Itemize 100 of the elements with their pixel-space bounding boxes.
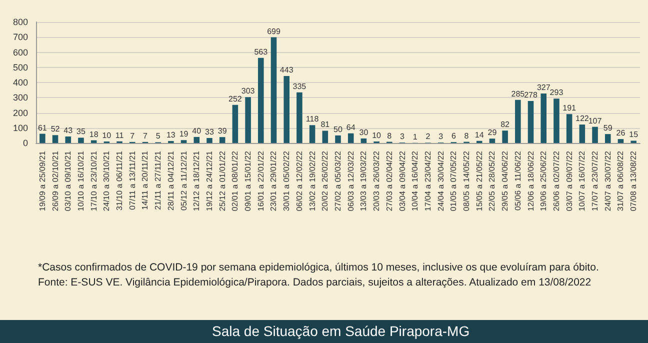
bar bbox=[194, 136, 200, 143]
bar bbox=[296, 92, 302, 143]
data-label: 5 bbox=[156, 132, 161, 141]
bar bbox=[335, 135, 341, 143]
data-label: 15 bbox=[629, 130, 639, 140]
text: *Casos confirmados de COVID-19 por semana epidemiológica, últimos 10 meses, inclusive os que evoluíram para óbito. bbox=[38, 262, 599, 274]
y-tick-label: 600 bbox=[12, 47, 28, 58]
bar bbox=[554, 98, 560, 143]
bar bbox=[180, 140, 187, 143]
bar bbox=[219, 137, 226, 143]
data-label: 82 bbox=[500, 120, 510, 130]
bar bbox=[206, 138, 212, 143]
data-label: 43 bbox=[64, 126, 74, 135]
bar bbox=[592, 126, 598, 143]
bar bbox=[40, 134, 46, 143]
x-tick-label: 26/06 a 02/07/22 bbox=[552, 150, 561, 212]
data-label: 3 bbox=[438, 132, 444, 142]
data-label: 14 bbox=[474, 130, 484, 140]
x-tick-label: 27/02 a 05/03/22 bbox=[334, 150, 342, 212]
x-tick-label: 12/12 a 18/12/21 bbox=[192, 150, 202, 212]
x-tick-label: 13/02 a 19/02/22 bbox=[308, 150, 317, 212]
data-label: 563 bbox=[254, 47, 268, 56]
bar bbox=[502, 130, 508, 143]
data-label: 122 bbox=[575, 114, 590, 124]
data-label: 293 bbox=[550, 88, 564, 98]
y-tick-label: 500 bbox=[12, 62, 28, 72]
banner: Sala de Situação em Saúde Pirapora-MG bbox=[0, 320, 648, 343]
x-tick-label: 31/10 a 06/11/21 bbox=[115, 150, 124, 210]
data-label: 285 bbox=[511, 89, 526, 98]
x-tick-label: 26/09 a 02/10/21 bbox=[50, 150, 60, 212]
bar bbox=[52, 135, 58, 143]
x-tick-label: 30/01 a 05/02/22 bbox=[282, 150, 292, 212]
x-tick-label: 16/01 a 22/01/22 bbox=[256, 150, 266, 212]
y-tick-label: 0 bbox=[22, 138, 28, 148]
data-label: 18 bbox=[89, 130, 99, 139]
data-label: 19 bbox=[179, 130, 189, 139]
x-tick-label: 09/01 a 15/01/22 bbox=[244, 150, 253, 212]
x-tick-label: 29/05 a 04/06/22 bbox=[500, 150, 510, 212]
data-label: 252 bbox=[228, 94, 242, 104]
data-label: 1 bbox=[412, 132, 418, 142]
x-tick-label: 25/12 a 01/01/22 bbox=[218, 150, 227, 212]
x-tick-label: 06/03 a 12/03/22 bbox=[346, 150, 356, 212]
x-tick-label: 03/07 a 09/07/22 bbox=[564, 150, 574, 212]
x-tick-label: 31/07 a 06/08/22 bbox=[616, 150, 626, 212]
x-tick-label: 12/06 a 18/06/22 bbox=[526, 150, 536, 212]
x-tick-label: 13/03 a 19/03/22 bbox=[359, 150, 368, 212]
data-label: 10 bbox=[102, 130, 112, 140]
data-label: 8 bbox=[464, 131, 470, 140]
x-tick-label: 06/02 a 12/02/22 bbox=[294, 150, 304, 212]
data-label: 30 bbox=[359, 128, 369, 137]
data-label: 61 bbox=[38, 123, 48, 132]
x-tick-label: 24/07 a 30/07/22 bbox=[603, 150, 612, 212]
bar bbox=[360, 138, 367, 143]
y-tick-label: 200 bbox=[12, 108, 28, 118]
data-label: 191 bbox=[562, 104, 577, 113]
data-label: 443 bbox=[280, 65, 294, 74]
x-tick-label: 07/08 a 13/08/22 bbox=[629, 150, 638, 212]
data-label: 26 bbox=[616, 128, 626, 138]
x-tick-label: 27/03 a 02/04/22 bbox=[384, 150, 394, 212]
data-label: 81 bbox=[320, 120, 330, 130]
data-label: 35 bbox=[76, 127, 86, 136]
data-label: 118 bbox=[306, 114, 320, 124]
data-label: 33 bbox=[205, 128, 214, 137]
data-label: 39 bbox=[218, 126, 228, 136]
x-tick-label: 14/11 a 20/11/21 bbox=[140, 150, 150, 210]
bar bbox=[604, 134, 611, 143]
bar bbox=[309, 125, 316, 143]
x-tick-label: 17/10 a 23/10/21 bbox=[89, 150, 98, 212]
bar bbox=[579, 124, 586, 143]
y-tick-label: 300 bbox=[12, 92, 28, 103]
data-label: 7 bbox=[143, 131, 148, 140]
data-label: 40 bbox=[192, 126, 202, 136]
y-tick-label: 400 bbox=[12, 78, 28, 88]
data-label: 52 bbox=[50, 124, 60, 134]
y-tick-label: 700 bbox=[12, 32, 28, 42]
x-tick-label: 05/12 a 11/12/21 bbox=[179, 150, 188, 210]
source-note: Fonte: E-SUS VE. Vigilância Epidemiológica/Pirapora. Dados parciais, sujeitos a alterações. Atualizado em 13/08/2022 bbox=[38, 276, 592, 288]
x-tick-label: 01/05 a 07/05/22 bbox=[449, 150, 458, 212]
bar bbox=[489, 138, 496, 143]
data-label: 29 bbox=[488, 128, 498, 138]
bar bbox=[232, 104, 238, 143]
x-tick-label: 10/10 a 16/10/21 bbox=[76, 150, 86, 212]
x-tick-label: 23/01 a 29/01/22 bbox=[269, 150, 278, 212]
data-label: 303 bbox=[241, 86, 256, 96]
data-label: 7 bbox=[130, 131, 136, 140]
bar bbox=[284, 76, 290, 143]
x-tick-label: 28/11 a 04/12/21 bbox=[166, 150, 176, 210]
data-label: 50 bbox=[334, 124, 343, 134]
data-label: 107 bbox=[588, 116, 602, 126]
data-label: 278 bbox=[524, 90, 538, 100]
data-label: 2 bbox=[426, 132, 431, 142]
x-tick-label: 21/11 a 27/11/21 bbox=[154, 150, 163, 210]
bar bbox=[245, 97, 251, 143]
y-tick-label: 100 bbox=[12, 122, 28, 133]
x-tick-label: 19/06 a 25/06/22 bbox=[539, 150, 548, 212]
x-tick-label: 20/03 a 26/03/22 bbox=[372, 150, 382, 212]
x-tick-label: 15/05 a 21/05/22 bbox=[474, 150, 484, 212]
data-label: 327 bbox=[536, 83, 551, 92]
x-tick-label: 03/04 a 09/04/22 bbox=[398, 150, 407, 212]
x-tick-label: 07/11 a 13/11/21 bbox=[128, 150, 137, 210]
